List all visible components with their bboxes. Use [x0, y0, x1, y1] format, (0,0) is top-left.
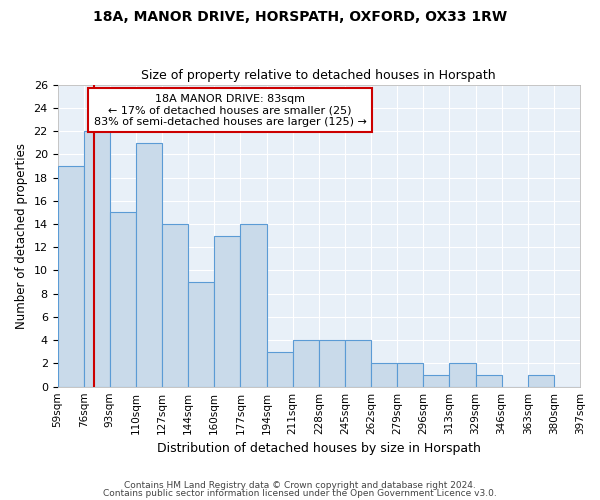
- Text: Contains HM Land Registry data © Crown copyright and database right 2024.: Contains HM Land Registry data © Crown c…: [124, 481, 476, 490]
- Bar: [371, 364, 397, 386]
- Bar: [449, 364, 476, 386]
- Bar: [293, 340, 319, 386]
- Bar: [58, 166, 83, 386]
- Bar: [214, 236, 241, 386]
- Bar: [397, 364, 423, 386]
- Bar: [83, 131, 110, 386]
- Bar: [110, 212, 136, 386]
- X-axis label: Distribution of detached houses by size in Horspath: Distribution of detached houses by size …: [157, 442, 481, 455]
- Y-axis label: Number of detached properties: Number of detached properties: [15, 142, 28, 328]
- Bar: [528, 375, 554, 386]
- Text: 18A, MANOR DRIVE, HORSPATH, OXFORD, OX33 1RW: 18A, MANOR DRIVE, HORSPATH, OXFORD, OX33…: [93, 10, 507, 24]
- Title: Size of property relative to detached houses in Horspath: Size of property relative to detached ho…: [142, 69, 496, 82]
- Bar: [162, 224, 188, 386]
- Bar: [266, 352, 293, 386]
- Bar: [241, 224, 266, 386]
- Bar: [345, 340, 371, 386]
- Bar: [423, 375, 449, 386]
- Bar: [188, 282, 214, 387]
- Bar: [136, 142, 162, 386]
- Bar: [476, 375, 502, 386]
- Text: Contains public sector information licensed under the Open Government Licence v3: Contains public sector information licen…: [103, 488, 497, 498]
- Text: 18A MANOR DRIVE: 83sqm
← 17% of detached houses are smaller (25)
83% of semi-det: 18A MANOR DRIVE: 83sqm ← 17% of detached…: [94, 94, 367, 127]
- Bar: [319, 340, 345, 386]
